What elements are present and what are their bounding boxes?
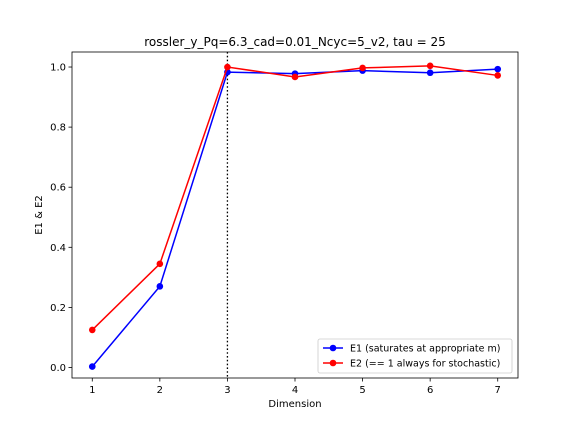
data-point <box>88 326 96 334</box>
data-point <box>224 63 231 71</box>
x-tick-label: 1 <box>89 385 95 396</box>
legend-marker-e2 <box>329 359 337 367</box>
y-tick-label: 0.2 <box>50 303 66 314</box>
y-tick-label: 0.0 <box>50 363 66 374</box>
chart-title: rossler_y_Pq=6.3_cad=0.01_Ncyc=5_v2, tau… <box>144 35 446 49</box>
x-tick-label: 4 <box>292 385 298 396</box>
y-tick-label: 1.0 <box>50 63 66 74</box>
legend: E1 (saturates at appropriate m) E2 (== 1… <box>317 338 513 374</box>
series-layer <box>88 62 502 370</box>
data-point <box>426 69 434 77</box>
x-tick-label: 2 <box>157 385 163 396</box>
data-point <box>494 72 502 79</box>
y-tick-label: 0.6 <box>50 183 66 194</box>
x-tick-label: 5 <box>359 385 365 396</box>
y-tick-label: 0.4 <box>50 243 66 254</box>
legend-marker-e1 <box>329 344 337 352</box>
x-tick-label: 6 <box>427 385 433 396</box>
data-point <box>88 363 96 370</box>
x-tick-label: 7 <box>495 385 501 396</box>
y-axis-ticks: 0.0 0.2 0.4 0.6 0.8 1.0 <box>50 63 72 374</box>
data-point <box>156 260 164 268</box>
legend-box <box>317 338 513 374</box>
data-point <box>359 64 366 72</box>
x-tick-label: 3 <box>224 385 230 396</box>
data-point <box>426 62 434 70</box>
data-point <box>156 283 164 290</box>
x-axis-label: Dimension <box>268 399 321 410</box>
data-point <box>494 65 502 73</box>
plot-area-frame <box>71 51 519 379</box>
y-axis-label: E1 & E2 <box>34 195 45 235</box>
data-point <box>291 73 299 81</box>
series-2 <box>88 62 502 334</box>
x-axis-ticks: 1 2 3 4 5 6 7 <box>89 378 501 396</box>
y-tick-label: 0.8 <box>50 123 66 134</box>
legend-label-e1: E1 (saturates at appropriate m) <box>350 344 500 355</box>
legend-label-e2: E2 (== 1 always for stochastic) <box>350 359 500 370</box>
